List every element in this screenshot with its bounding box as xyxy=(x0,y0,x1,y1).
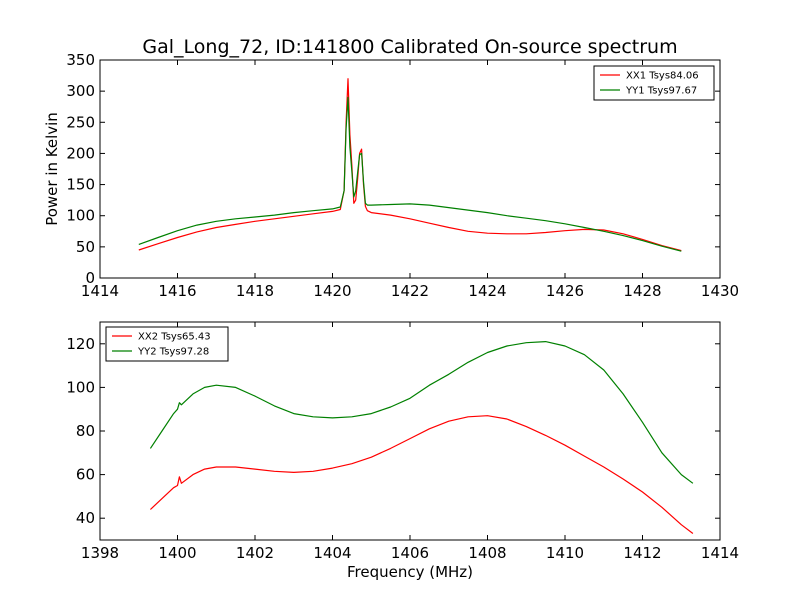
top-spectrum-panel: Power in Kelvin 1414 1416 1418 1420 1422 1424… xyxy=(43,51,739,300)
bottom-x-axis-label: Frequency (MHz) xyxy=(347,563,473,581)
top-y-tick-label: 50 xyxy=(76,238,95,256)
bottom-x-tick-label: 1412 xyxy=(623,544,661,562)
top-x-tick-label: 1420 xyxy=(313,282,351,300)
bottom-legend-label-2: YY2 Tsys97.28 xyxy=(137,347,209,358)
bottom-y-tick-label: 40 xyxy=(76,509,95,527)
top-y-tick-label: 100 xyxy=(66,207,95,225)
top-legend-box xyxy=(593,65,715,101)
top-y-tick-label: 200 xyxy=(66,144,95,162)
bottom-x-tick-label: 1402 xyxy=(236,544,274,562)
bottom-y-tick-label: 120 xyxy=(66,335,95,353)
top-y-tick-label: 300 xyxy=(66,82,95,100)
top-x-tick-label: 1424 xyxy=(468,282,506,300)
chart-title: Gal_Long_72, ID:141800 Calibrated On-sou… xyxy=(142,36,677,58)
top-legend: XX1 Tsys84.06 YY1 Tsys97.67 xyxy=(593,65,715,101)
bottom-spectrum-panel: Frequency (MHz) 1398 1400 1402 1404 1406 1408… xyxy=(66,321,739,581)
top-x-tick-label: 1422 xyxy=(391,282,429,300)
top-x-tick-label: 1414 xyxy=(81,282,119,300)
top-y-tick-label: 350 xyxy=(66,51,95,69)
bottom-x-tick-label: 1398 xyxy=(81,544,119,562)
top-y-tick-label: 150 xyxy=(66,176,95,194)
top-x-tick-label: 1426 xyxy=(546,282,584,300)
bottom-series-line-2 xyxy=(149,341,694,484)
top-y-tick-label: 0 xyxy=(85,269,95,287)
top-x-tick-label: 1416 xyxy=(158,282,196,300)
bottom-y-tick-label: 80 xyxy=(76,422,95,440)
bottom-series-line-1 xyxy=(149,415,694,534)
bottom-y-tick-label: 60 xyxy=(76,466,95,484)
top-y-tick-label: 250 xyxy=(66,113,95,131)
top-x-tick-label: 1418 xyxy=(236,282,274,300)
bottom-y-tick-label: 100 xyxy=(66,378,95,396)
top-series-line-2 xyxy=(138,96,682,252)
top-legend-label-2: YY1 Tsys97.67 xyxy=(625,86,697,97)
top-y-axis-label: Power in Kelvin xyxy=(43,112,61,226)
bottom-x-tick-label: 1404 xyxy=(313,544,351,562)
bottom-x-tick-label: 1410 xyxy=(546,544,584,562)
top-x-tick-label: 1430 xyxy=(701,282,739,300)
bottom-legend: XX2 Tsys65.43 YY2 Tsys97.28 xyxy=(105,326,229,362)
top-x-tick-label: 1428 xyxy=(623,282,661,300)
bottom-x-tick-label: 1400 xyxy=(158,544,196,562)
bottom-x-tick-label: 1406 xyxy=(391,544,429,562)
bottom-x-tick-label: 1414 xyxy=(701,544,739,562)
top-legend-label-1: XX1 Tsys84.06 xyxy=(626,71,699,82)
bottom-legend-label-1: XX2 Tsys65.43 xyxy=(138,332,211,343)
bottom-legend-box xyxy=(105,326,229,362)
top-series-line-1 xyxy=(138,78,682,252)
bottom-x-tick-label: 1408 xyxy=(468,544,506,562)
